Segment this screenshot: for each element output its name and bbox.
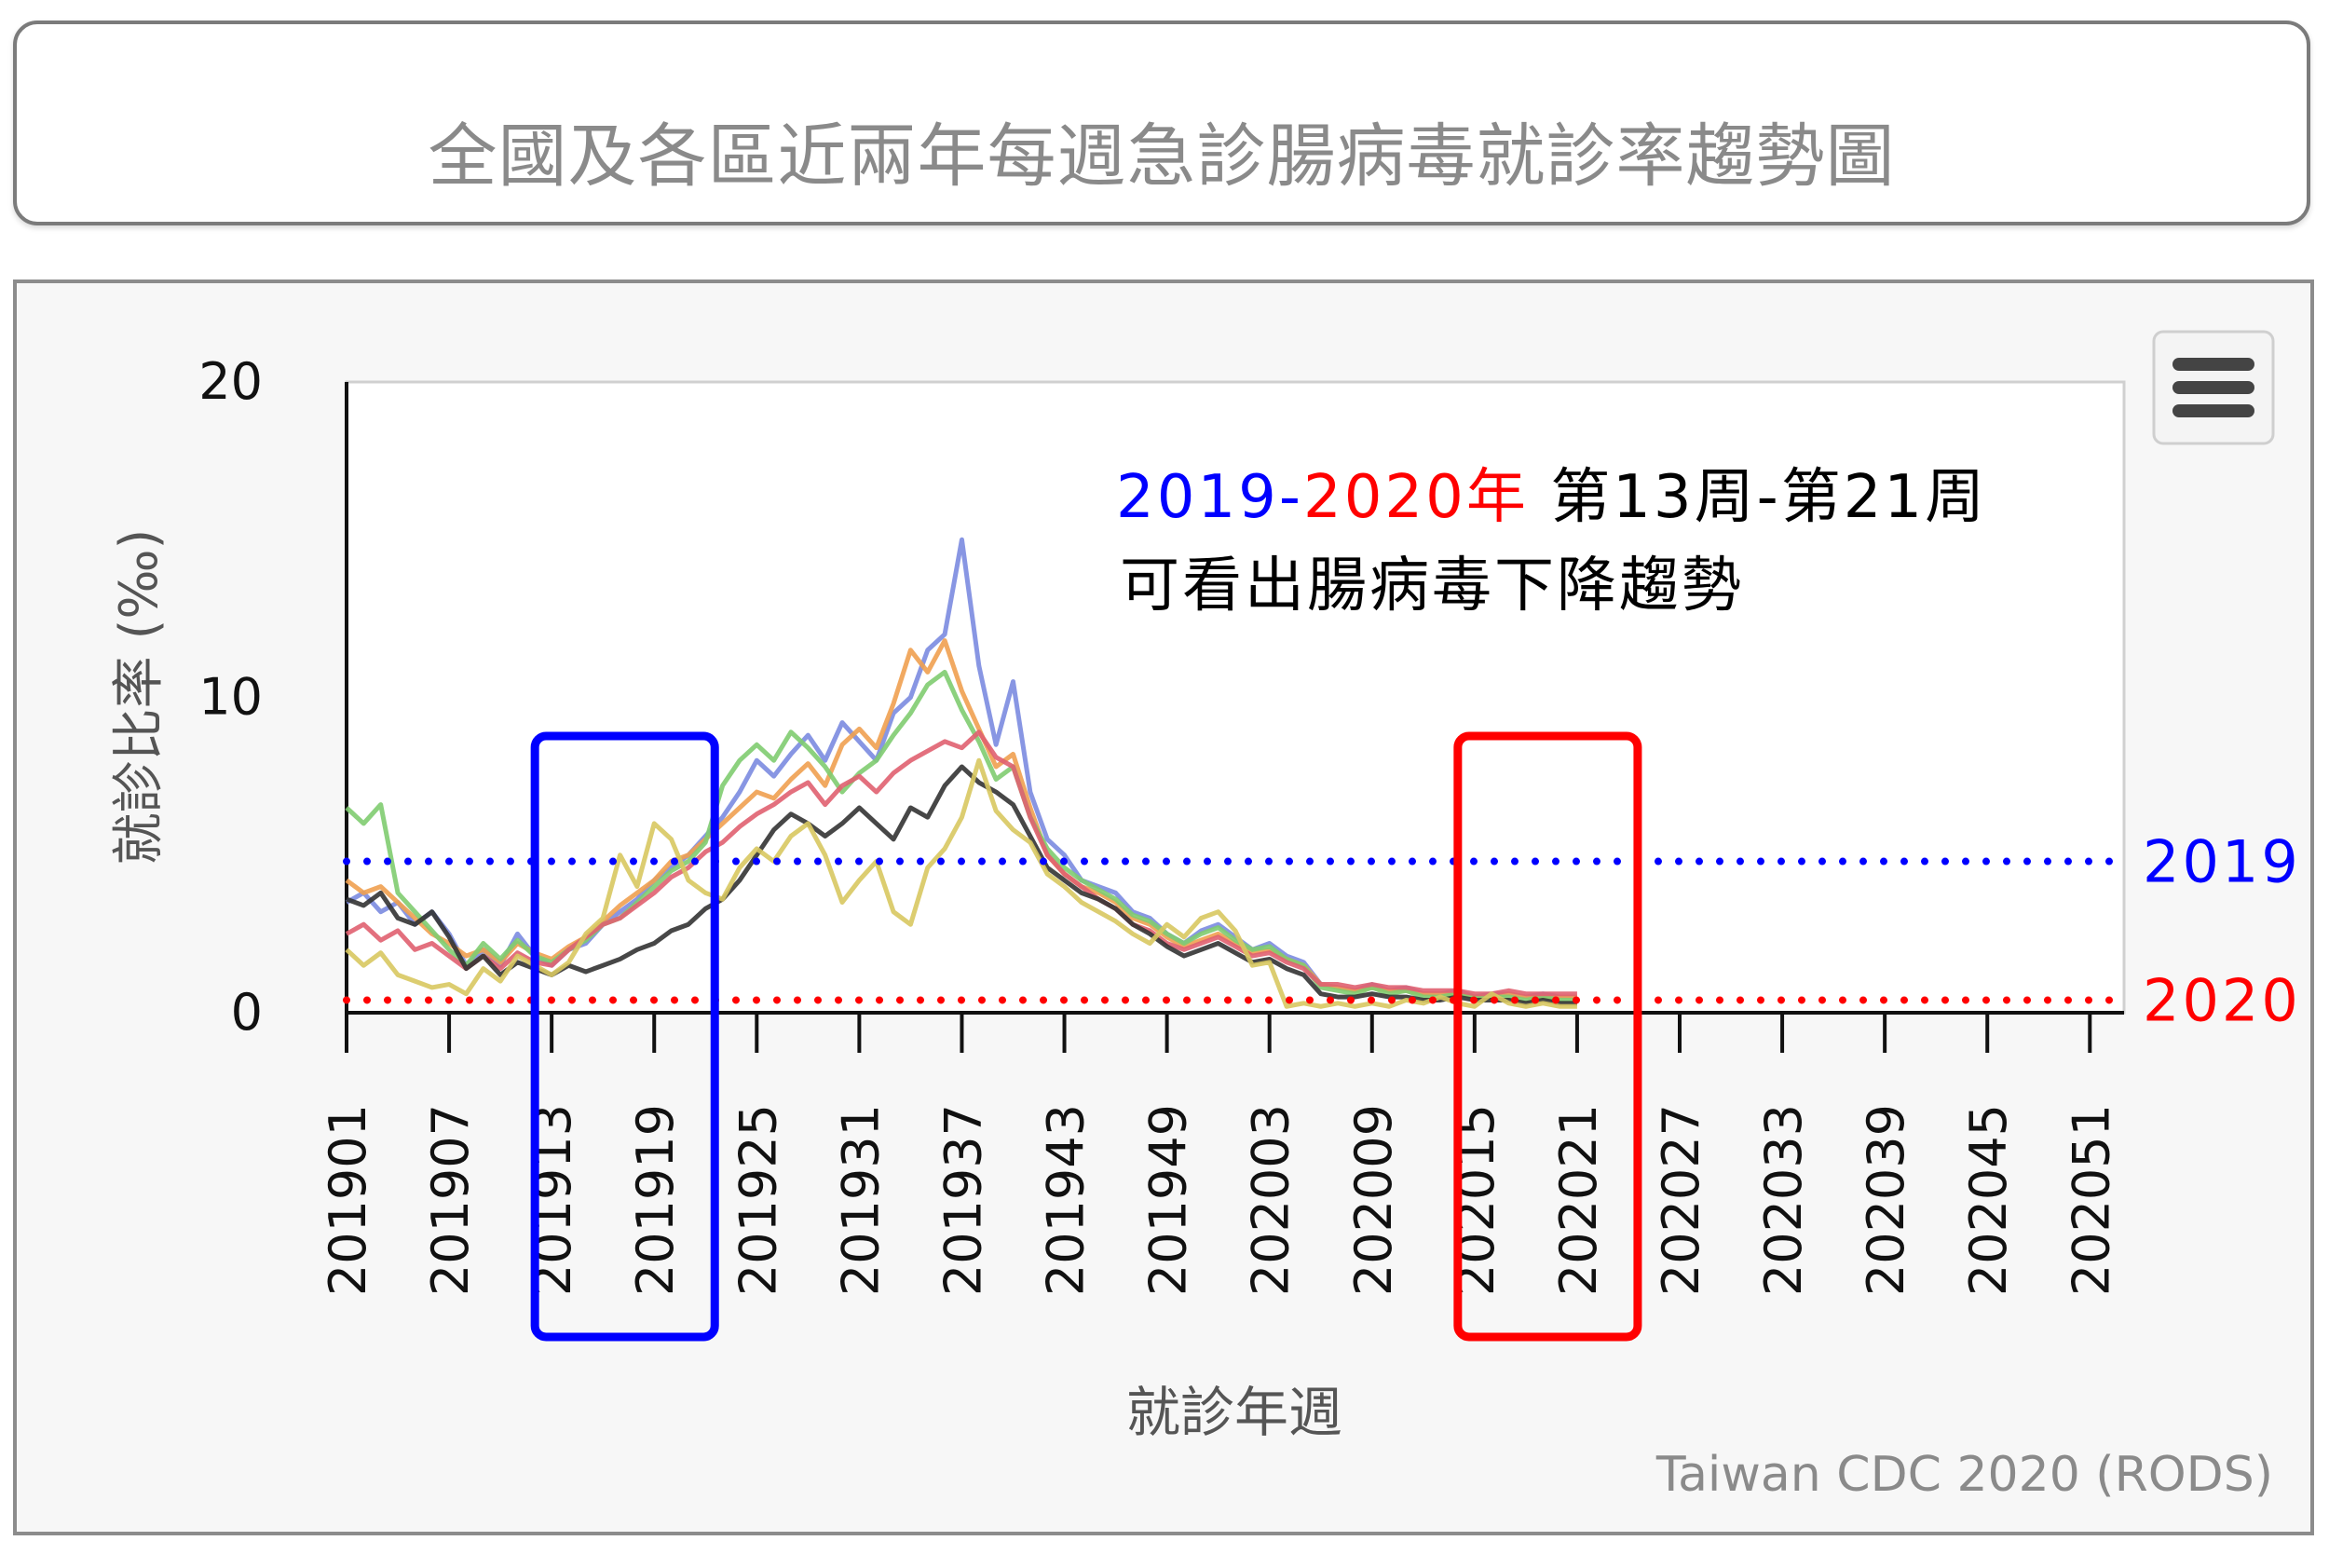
- y-axis-ticks: 0 10 20: [198, 352, 263, 1042]
- x-tick-label: 202027: [1652, 1104, 1710, 1296]
- x-tick-label: 202033: [1754, 1104, 1813, 1296]
- highlight-box-201913-201919: [530, 731, 719, 1342]
- x-tick-label: 201901: [319, 1104, 377, 1296]
- x-tick-label: 202003: [1242, 1104, 1301, 1296]
- series-line: [345, 729, 1577, 997]
- highlight-boxes: [530, 731, 1642, 1342]
- x-tick-label: 201925: [729, 1104, 787, 1296]
- page-title: 全國及各區近兩年每週急診腸病毒就診率趨勢圖: [428, 116, 1896, 197]
- x-tick-label: 201919: [626, 1104, 685, 1296]
- x-tick-label: 201949: [1139, 1104, 1198, 1296]
- x-tick-label: 201931: [831, 1104, 890, 1296]
- annotation-year-2020: 2020年: [1303, 463, 1529, 532]
- menu-icon: [2172, 358, 2254, 417]
- annotation-dash: -: [1279, 463, 1303, 532]
- x-axis-ticks: 201901 201907 201913 201919 201925 201931 2019…: [319, 1013, 2120, 1296]
- x-tick-label: 201937: [933, 1104, 992, 1296]
- highlight-box-202015-202021: [1453, 731, 1642, 1342]
- x-tick-label: 202021: [1549, 1104, 1608, 1296]
- chart-menu-button[interactable]: [2152, 330, 2275, 445]
- annotation-line-2: 可看出腸病毒下降趨勢: [1120, 552, 1744, 620]
- x-tick-label: 202009: [1344, 1104, 1403, 1296]
- series-lines: [345, 537, 1577, 1009]
- plot-area: [345, 380, 2126, 1015]
- x-axis-title: 就診年週: [1126, 1381, 1342, 1444]
- x-tick-label: 202045: [1959, 1104, 2018, 1296]
- x-tick-label: 202039: [1857, 1104, 1915, 1296]
- y-tick-label: 20: [198, 352, 263, 411]
- annotation-weeks: 第13周-第21周: [1529, 463, 1987, 532]
- y-tick-label: 10: [198, 668, 263, 727]
- x-tick-label: 201943: [1037, 1104, 1096, 1296]
- y-axis-title: 就診比率 (‰): [109, 529, 170, 866]
- reference-lines: 2019 2020: [343, 828, 2301, 1034]
- annotation-year-2019: 2019: [1116, 463, 1279, 532]
- reference-label-2020: 2020: [2143, 966, 2301, 1034]
- x-tick-label: 202051: [2062, 1104, 2120, 1296]
- title-box: 全國及各區近兩年每週急診腸病毒就診率趨勢圖: [13, 20, 2310, 225]
- reference-label-2019: 2019: [2143, 828, 2301, 896]
- x-tick-label: 201907: [421, 1104, 480, 1296]
- y-tick-label: 0: [231, 983, 263, 1042]
- credit-text: Taiwan CDC 2020 (RODS): [1655, 1447, 2273, 1503]
- annotation-line-1: 2019-2020年 第13周-第21周: [1116, 463, 1987, 532]
